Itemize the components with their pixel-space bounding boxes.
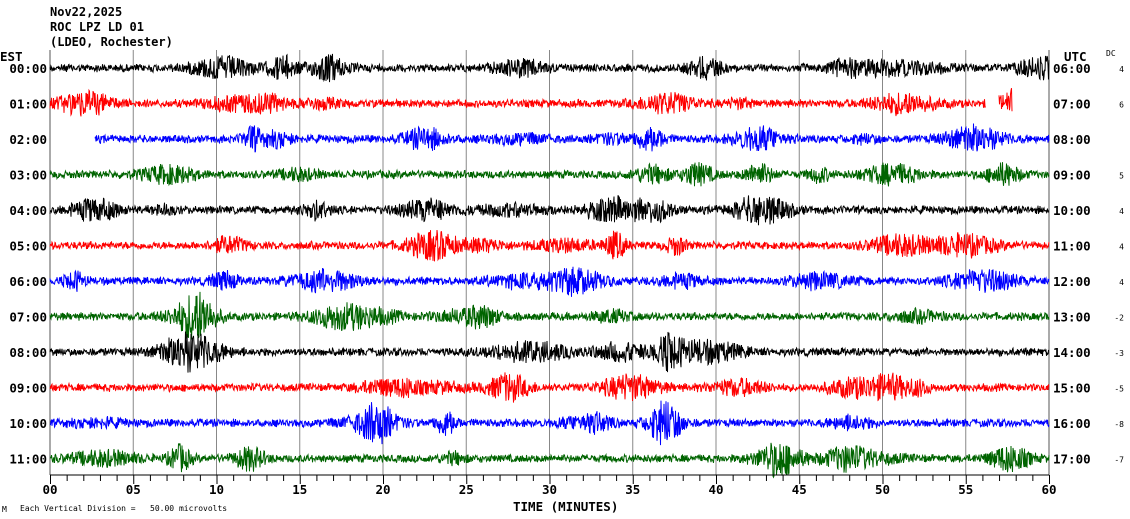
date-label: Nov22,2025 xyxy=(50,5,122,19)
row-est-label: 11:00 xyxy=(9,452,47,467)
seismic-trace xyxy=(998,87,1013,112)
right-timezone-label: UTC xyxy=(1064,49,1087,64)
seismic-trace xyxy=(94,123,1050,153)
row-dc-value: 4 xyxy=(1119,243,1124,252)
x-axis: 00 05 10 15 20 25 30 35 40 45 50 55 60 xyxy=(42,474,1057,497)
row-est-label: 03:00 xyxy=(9,168,47,183)
row-utc-label: 15:00 xyxy=(1053,381,1091,396)
row-utc-label: 06:00 xyxy=(1053,61,1091,76)
x-tick-label: 50 xyxy=(875,482,890,497)
grid-lines xyxy=(49,50,1050,475)
row-dc-value: 4 xyxy=(1119,65,1124,74)
row-dc-value: -3 xyxy=(1114,349,1124,358)
row-dc-value: 5 xyxy=(1119,172,1124,181)
seismic-trace xyxy=(49,400,1050,446)
row-est-label: 07:00 xyxy=(9,310,47,325)
x-tick-label: 10 xyxy=(209,482,224,497)
row-utc-label: 09:00 xyxy=(1053,168,1091,183)
row-est-label: 06:00 xyxy=(9,274,47,289)
scale-note: Each Vertical Division = 50.00 microvolt… xyxy=(20,504,227,513)
seismic-trace xyxy=(49,291,1050,340)
x-tick-label: 00 xyxy=(42,482,57,497)
x-tick-label: 05 xyxy=(126,482,141,497)
row-utc-label: 13:00 xyxy=(1053,310,1091,325)
row-utc-label: 07:00 xyxy=(1053,97,1091,112)
seismic-trace xyxy=(49,331,1049,373)
row-utc-label: 12:00 xyxy=(1053,274,1091,289)
row-est-label: 08:00 xyxy=(9,345,47,360)
row-dc-value: -7 xyxy=(1114,456,1124,465)
row-dc-value: 4 xyxy=(1119,278,1124,287)
row-labels: 00:00 06:00 4 01:00 07:00 6 02:00 08:00 03:00 09:… xyxy=(9,61,1124,467)
row-dc-value: -8 xyxy=(1114,420,1124,429)
row-est-label: 10:00 xyxy=(9,416,47,431)
x-tick-label: 40 xyxy=(708,482,723,497)
seismic-trace xyxy=(49,372,1050,403)
seismic-trace xyxy=(49,88,986,117)
row-est-label: 02:00 xyxy=(9,132,47,147)
seismic-trace xyxy=(49,266,1050,297)
row-est-label: 09:00 xyxy=(9,381,47,396)
row-utc-label: 11:00 xyxy=(1053,239,1091,254)
x-tick-label: 35 xyxy=(625,482,640,497)
row-utc-label: 14:00 xyxy=(1053,345,1091,360)
x-tick-label: 30 xyxy=(542,482,557,497)
x-tick-label: 45 xyxy=(792,482,807,497)
seismic-trace xyxy=(49,195,1050,226)
row-utc-label: 16:00 xyxy=(1053,416,1091,431)
row-dc-value: 6 xyxy=(1119,101,1124,110)
left-timezone-label: EST xyxy=(0,49,23,64)
x-tick-label: 55 xyxy=(958,482,973,497)
station-label: ROC LPZ LD 01 xyxy=(50,20,144,34)
x-tick-label: 15 xyxy=(292,482,307,497)
row-est-label: 05:00 xyxy=(9,239,47,254)
seismic-trace xyxy=(49,442,1050,479)
seismic-trace xyxy=(49,229,1050,262)
x-tick-label: 60 xyxy=(1041,482,1056,497)
traces xyxy=(49,53,1050,479)
x-tick-label: 25 xyxy=(459,482,474,497)
x-axis-title: TIME (MINUTES) xyxy=(513,499,618,514)
row-dc-value: -2 xyxy=(1114,314,1124,323)
row-utc-label: 10:00 xyxy=(1053,203,1091,218)
footer-mark: M xyxy=(2,505,7,514)
row-utc-label: 17:00 xyxy=(1053,452,1091,467)
dc-header: DC xyxy=(1106,49,1116,58)
row-dc-value: -5 xyxy=(1114,385,1124,394)
row-utc-label: 08:00 xyxy=(1053,132,1091,147)
network-label: (LDEO, Rochester) xyxy=(50,35,173,49)
row-est-label: 04:00 xyxy=(9,203,47,218)
x-tick-label: 20 xyxy=(375,482,390,497)
row-est-label: 00:00 xyxy=(9,61,47,76)
row-dc-value: 4 xyxy=(1119,207,1124,216)
seismic-trace xyxy=(49,53,1050,83)
seismic-trace xyxy=(49,162,1050,187)
row-est-label: 01:00 xyxy=(9,97,47,112)
